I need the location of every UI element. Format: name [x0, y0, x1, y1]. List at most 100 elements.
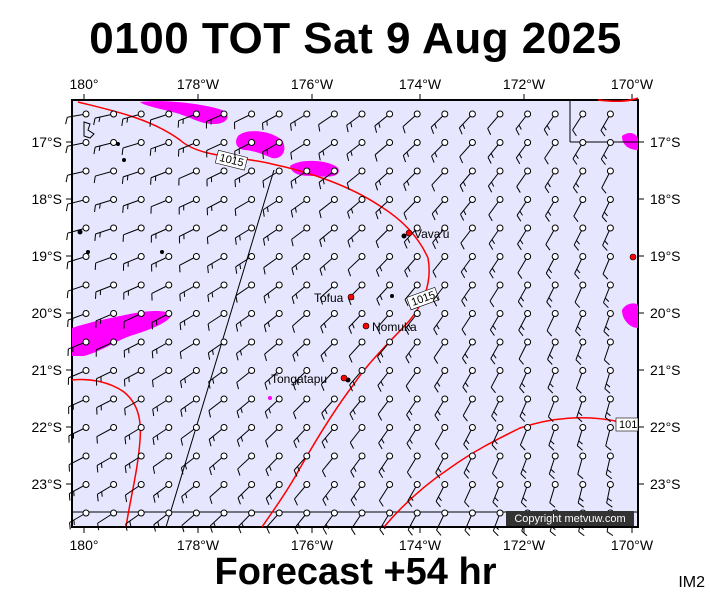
wind-barb-flag	[374, 125, 378, 133]
wind-barb-station	[165, 139, 173, 146]
wind-barb-flag	[237, 526, 242, 534]
wind-barb-station	[220, 110, 228, 118]
wind-barb-flag	[94, 233, 97, 241]
wind-barb-station	[441, 310, 449, 317]
wind-barb-flag	[184, 406, 187, 412]
wind-barb-station	[165, 224, 173, 232]
wind-barb-flag	[576, 268, 581, 274]
wind-barb-station	[303, 110, 311, 118]
wind-barb-station	[165, 196, 173, 203]
wind-barb-flag	[600, 158, 606, 166]
wind-barb-station	[275, 395, 283, 403]
wind-barb-station	[82, 253, 90, 260]
wind-barb-flag	[93, 118, 96, 126]
wind-barb-flag	[407, 500, 413, 507]
wind-barb-station	[110, 224, 118, 232]
wind-barb-station	[248, 367, 256, 374]
wind-barb-flag	[237, 497, 241, 505]
wind-barb-flag	[492, 501, 499, 508]
wind-barb-station	[303, 367, 311, 374]
wind-barb-flag	[550, 440, 555, 445]
wind-barb-flag	[544, 186, 550, 194]
wind-barb-flag	[491, 415, 497, 422]
wind-barb-flag	[322, 150, 325, 156]
wind-barb-flag	[432, 242, 437, 250]
wind-barb-flag	[264, 411, 268, 419]
wind-barb-station	[579, 367, 587, 374]
wind-barb-flag	[605, 474, 613, 480]
wind-barb-station	[358, 196, 366, 203]
wind-barb-station	[248, 424, 256, 431]
wind-barb-station	[82, 310, 90, 317]
wind-barb-flag	[407, 266, 411, 272]
wind-barb-flag	[491, 444, 498, 451]
wind-barb-flag	[349, 413, 354, 421]
wind-barb-flag	[603, 154, 608, 160]
wind-barb-flag	[348, 355, 353, 363]
wind-barb-flag	[493, 411, 498, 416]
wind-barb-station	[358, 424, 366, 431]
wind-barb-flag	[574, 302, 581, 308]
wind-barb-flag	[379, 528, 385, 536]
wind-barb-flag	[180, 409, 183, 417]
wind-barb-station	[192, 253, 200, 260]
wind-barb-flag	[577, 326, 582, 331]
wind-barb-flag	[458, 127, 463, 135]
wind-barb-flag	[319, 268, 323, 276]
wind-barb-station	[551, 281, 559, 289]
wind-barb-flag	[266, 527, 270, 534]
wind-barb-station	[524, 367, 532, 374]
tongatapu-label: Tongatapu	[271, 372, 327, 386]
wind-barb-station	[192, 338, 200, 346]
wind-barb-flag	[579, 497, 584, 502]
wind-barb-station	[275, 509, 283, 517]
wind-barb-flag	[492, 353, 497, 359]
image-code: IM2	[678, 574, 705, 591]
wind-barb-flag	[404, 328, 410, 335]
wind-barb-flag	[348, 327, 352, 334]
wind-barb-flag	[403, 241, 408, 249]
wind-barb-flag	[124, 408, 126, 416]
wind-barb-station	[330, 196, 338, 203]
wind-barb-flag	[488, 214, 493, 222]
wind-barb-flag	[235, 353, 239, 361]
wind-barb-flag	[403, 212, 408, 220]
wind-barb-flag	[575, 330, 581, 337]
wind-barb-flag	[521, 530, 528, 537]
wind-barb-station	[165, 395, 173, 403]
wind-barb-flag	[211, 263, 213, 269]
wind-barb-flag	[376, 298, 381, 306]
island-dot	[86, 250, 90, 254]
wind-barb-station	[358, 253, 366, 260]
wind-barb-station	[524, 196, 532, 203]
wind-barb-flag	[323, 265, 326, 271]
wind-barb-station	[551, 224, 559, 232]
wind-barb-flag	[211, 349, 214, 355]
wind-barb-flag	[295, 293, 298, 299]
wind-barb-flag	[180, 380, 183, 388]
wind-barb-flag	[101, 491, 103, 497]
wind-barb-station	[606, 253, 614, 260]
wind-barb-station	[358, 509, 366, 517]
wind-barb-station	[330, 452, 338, 460]
lat-label-23s: 23°S	[31, 476, 62, 492]
wind-barb-station	[579, 338, 587, 346]
wind-barb-flag	[578, 531, 585, 537]
wind-barb-station	[192, 167, 200, 175]
wind-barb-station	[192, 424, 200, 431]
wind-barb-flag	[460, 214, 465, 221]
wind-barb-flag	[405, 385, 411, 393]
lat-label-20s: 20°S	[31, 305, 62, 321]
wind-barb-flag	[99, 203, 101, 209]
wind-barb-station	[524, 167, 532, 175]
wind-barb-station	[137, 310, 145, 317]
wind-barb-flag	[350, 150, 353, 157]
wind-barb-flag	[461, 357, 467, 365]
wind-barb-station	[330, 281, 338, 289]
wind-barb-station	[165, 253, 173, 260]
precip-area	[268, 396, 272, 400]
wind-barb-flag	[121, 147, 124, 155]
wind-barb-flag	[65, 204, 69, 212]
wind-barb-station	[358, 224, 366, 232]
